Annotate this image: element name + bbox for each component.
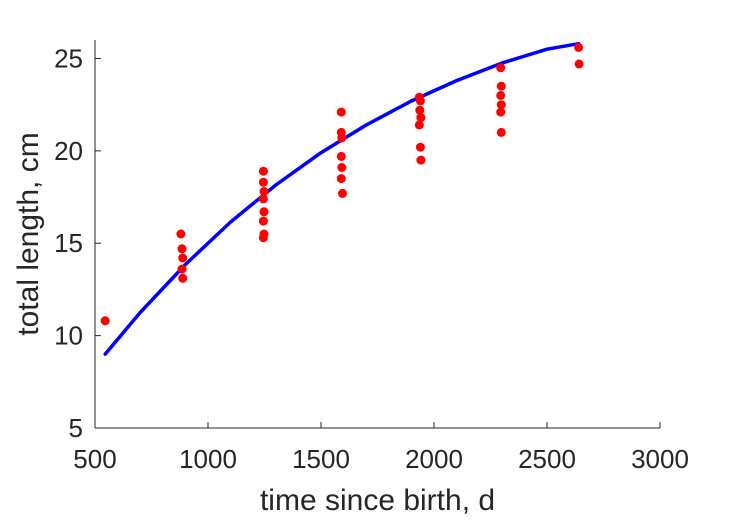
data-point (496, 100, 506, 110)
data-point (176, 229, 186, 239)
data-point (496, 127, 506, 137)
x-ticks: 500 1000 1500 2000 2500 3000 (73, 422, 689, 474)
x-tick-label: 1000 (179, 444, 237, 474)
y-tick-label: 20 (54, 136, 83, 166)
data-point (258, 216, 268, 226)
data-point (337, 133, 347, 143)
fit-curve (103, 41, 581, 356)
y-tick-label: 15 (54, 228, 83, 258)
y-tick-label: 5 (69, 413, 83, 443)
data-point (496, 81, 506, 91)
axes (94, 40, 660, 429)
data-point (416, 113, 426, 123)
data-point (259, 187, 269, 196)
data-point (338, 188, 347, 198)
data-point (414, 120, 424, 130)
data-point (258, 177, 268, 187)
data-point (416, 155, 426, 165)
data-point (336, 151, 346, 161)
data-point (178, 253, 188, 263)
x-tick-label: 3000 (631, 444, 689, 474)
data-point (415, 142, 425, 152)
data-point (336, 107, 346, 117)
x-axis-label: time since birth, d (260, 484, 495, 517)
y-tick-label: 10 (54, 321, 83, 351)
data-points (100, 42, 584, 326)
data-point (337, 163, 347, 172)
data-point (178, 273, 188, 283)
data-point (415, 105, 425, 115)
data-point (574, 59, 584, 69)
data-point (415, 96, 425, 106)
data-point (496, 107, 506, 117)
data-point (496, 63, 506, 73)
data-point (258, 166, 268, 176)
fit-line-group (103, 41, 581, 356)
x-tick-label: 2500 (518, 444, 576, 474)
data-point (496, 90, 506, 100)
data-point (574, 42, 584, 52)
y-tick-label: 25 (54, 43, 83, 73)
data-point (100, 316, 110, 326)
data-point (258, 194, 268, 204)
x-tick-label: 2000 (405, 444, 463, 474)
data-point (258, 233, 268, 243)
y-axis-label: total length, cm (12, 132, 45, 335)
data-point (336, 174, 346, 184)
x-tick-label: 500 (73, 444, 116, 474)
data-point (177, 244, 187, 254)
data-point (177, 264, 187, 274)
y-ticks: 5 10 15 20 25 (54, 43, 101, 443)
data-point (259, 207, 269, 217)
x-tick-label: 1500 (292, 444, 350, 474)
